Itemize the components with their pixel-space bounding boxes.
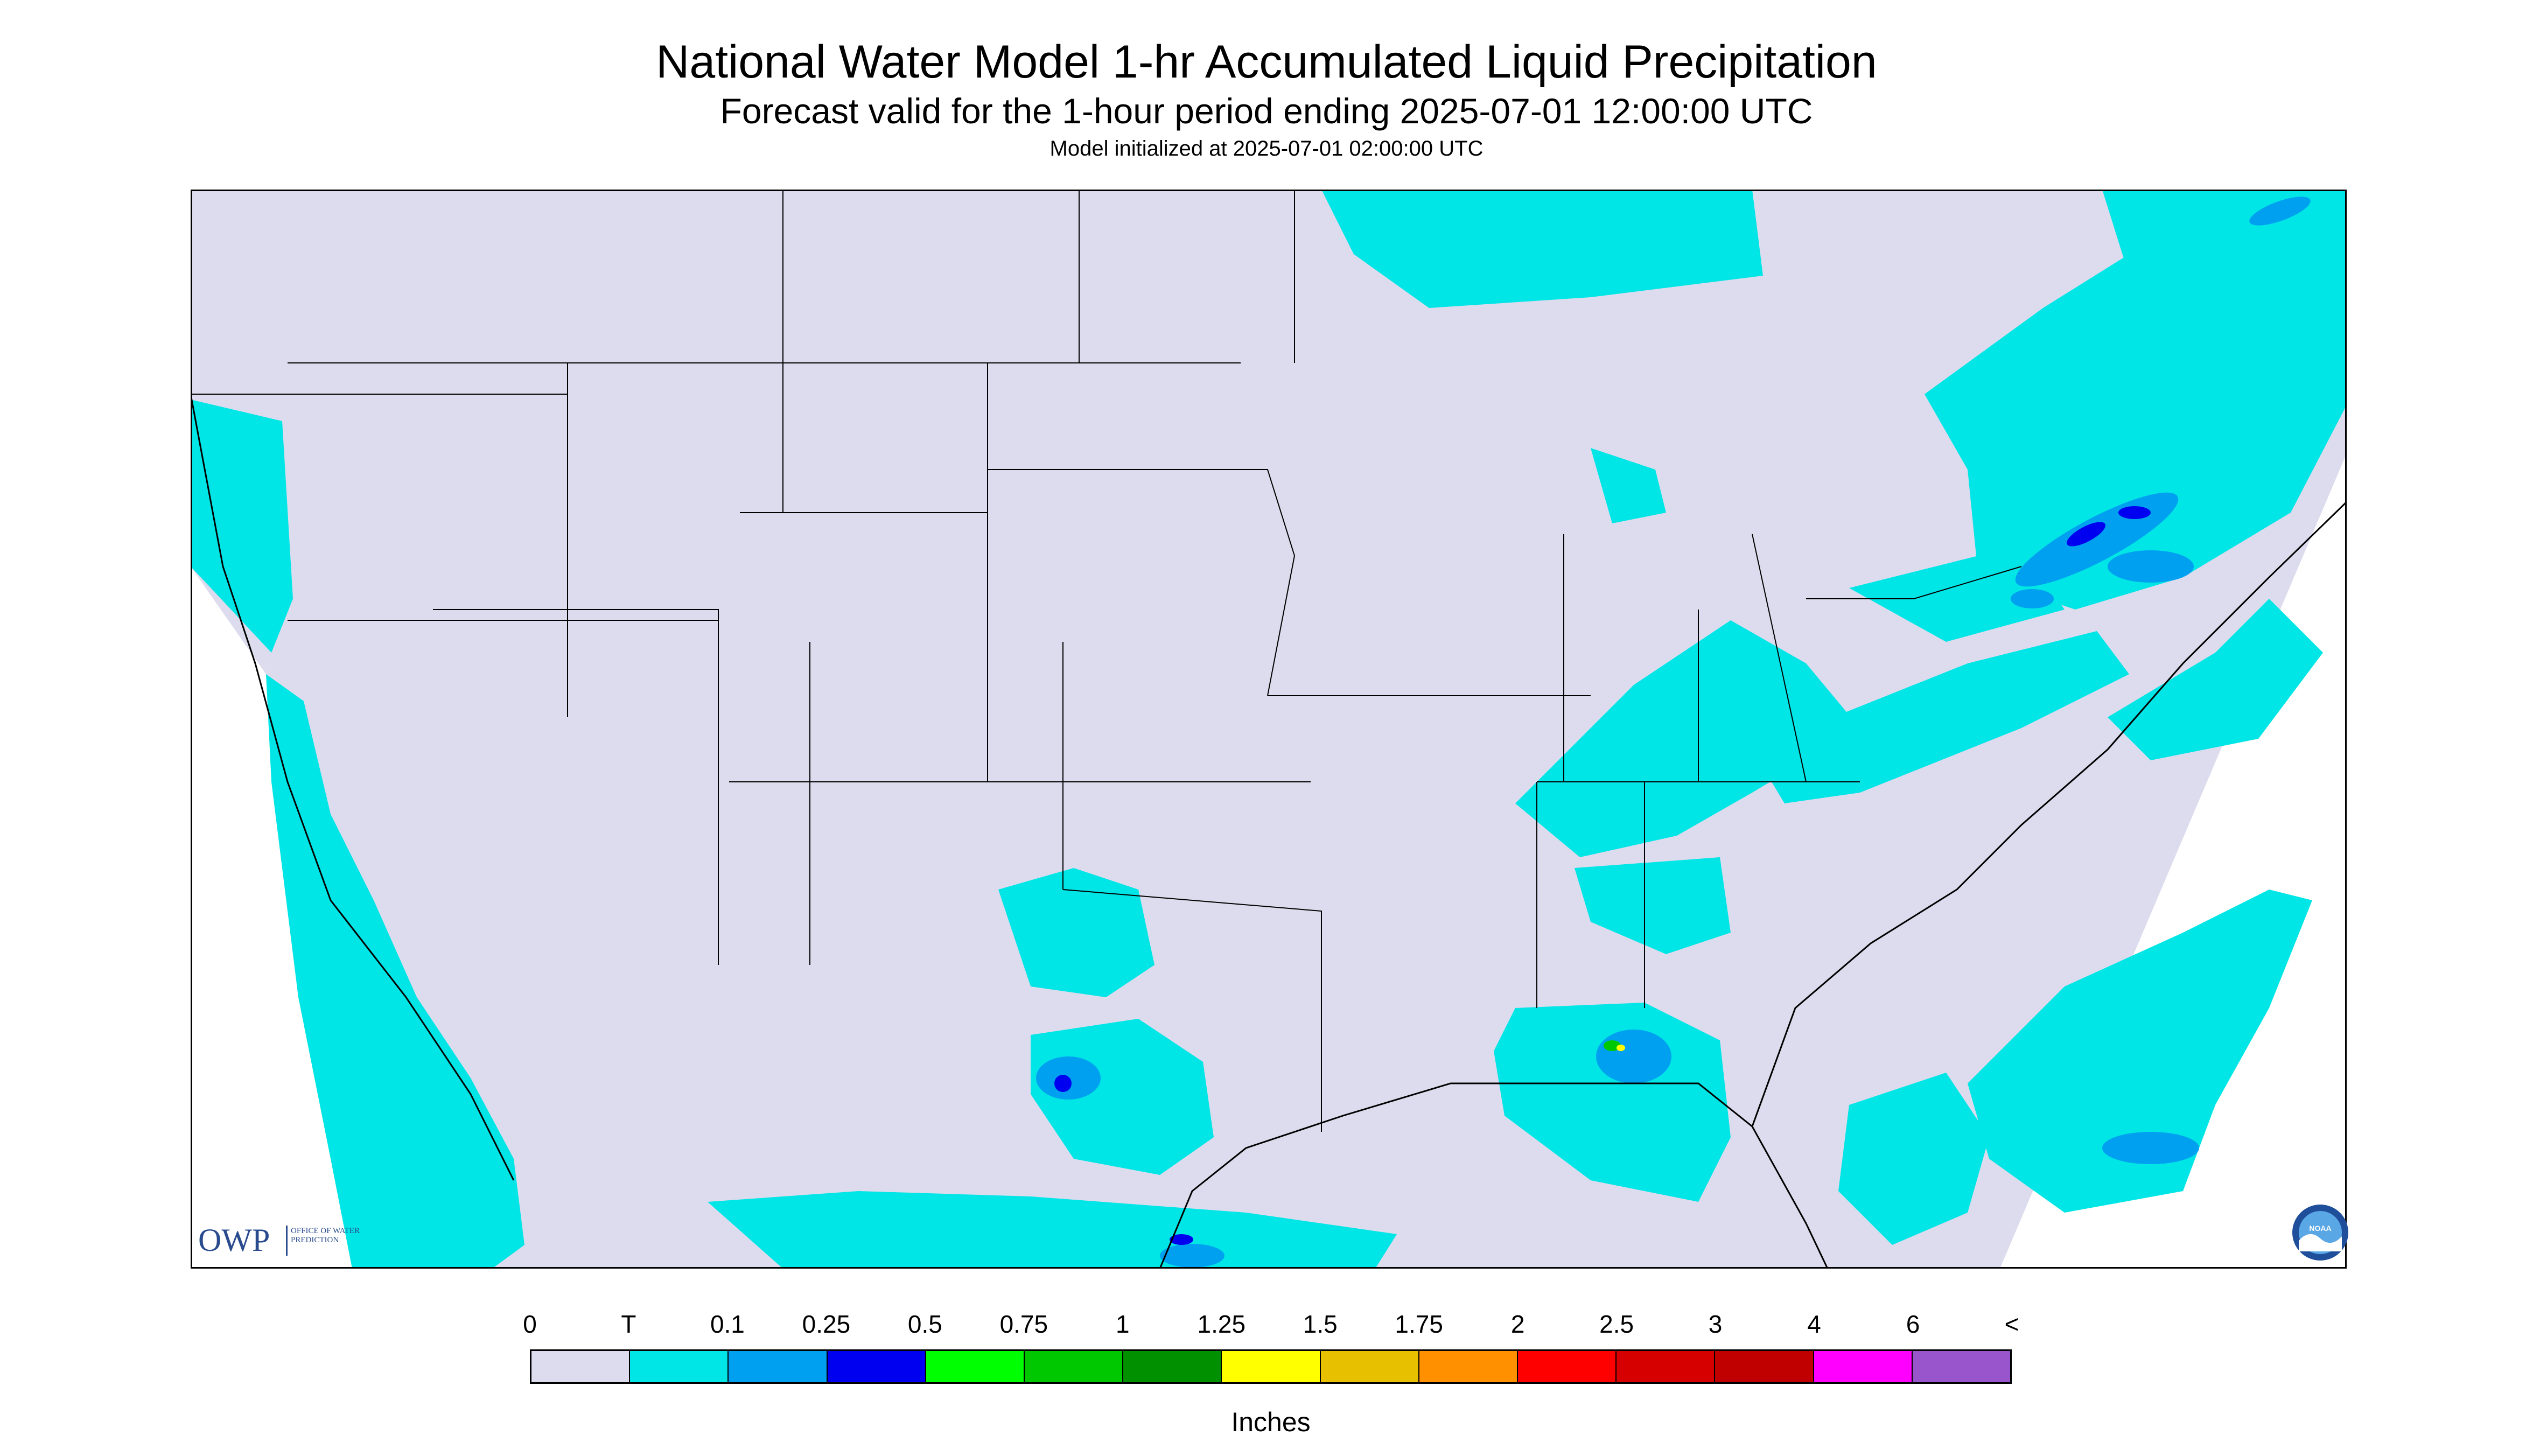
legend-swatch: [1320, 1351, 1419, 1382]
legend-colorbar: [530, 1349, 2012, 1384]
legend-tick-label: 0.1: [710, 1310, 745, 1338]
precip-legend: 0 T 0.1 0.25 0.5 0.75 1 1.25 1.5 1.75 2 2.5 3 4 6 < Inc…: [523, 1305, 2019, 1445]
intense-precip-cells: [1617, 1045, 1625, 1051]
legend-tick-label: 1.25: [1197, 1310, 1246, 1338]
map-title: National Water Model 1-hr Accumulated Li…: [656, 36, 1877, 88]
state-borders: [191, 190, 2022, 1132]
legend-tick-label: 0.25: [802, 1310, 851, 1338]
legend-swatch: [1518, 1351, 1617, 1382]
moderate-precip-cells: [1054, 506, 2151, 1245]
legend-swatch: [1123, 1351, 1222, 1382]
owp-logo-wordmark: OWP: [198, 1222, 270, 1258]
legend-tick-label: <: [2004, 1310, 2019, 1338]
owp-logo-divider: [286, 1226, 288, 1256]
legend-units-label: Inches: [1231, 1407, 1311, 1437]
legend-tick-label: 1.5: [1303, 1310, 1338, 1338]
legend-swatch: [729, 1351, 828, 1382]
legend-swatch: [827, 1351, 926, 1382]
noaa-logo-wave: [2299, 1234, 2342, 1251]
heavy-precip-cells: [1604, 1040, 1621, 1051]
owp-logo: OWP OFFICE OF WATER PREDICTION: [198, 1221, 376, 1259]
noaa-logo-icon: NOAA: [2292, 1205, 2348, 1261]
legend-tick-label: T: [621, 1310, 636, 1338]
map-subtitle: Forecast valid for the 1-hour period end…: [720, 91, 1813, 131]
legend-tick-label: 0: [523, 1310, 537, 1338]
legend-tick-label: 1.75: [1395, 1310, 1443, 1338]
legend-tick-label: 6: [1906, 1310, 1920, 1338]
legend-tick-label: 3: [1708, 1310, 1723, 1338]
legend-swatch: [1715, 1351, 1814, 1382]
legend-swatch: [1222, 1351, 1321, 1382]
precipitation-map: [191, 190, 2347, 1269]
legend-tick-labels: 0 T 0.1 0.25 0.5 0.75 1 1.25 1.5 1.75 2 2.5 3 4 6 <: [523, 1305, 2019, 1341]
legend-swatch: [926, 1351, 1025, 1382]
legend-tick-label: 0.5: [907, 1310, 942, 1338]
legend-swatch: [1419, 1351, 1519, 1382]
coastline: [191, 190, 2347, 1269]
legend-swatch: [1912, 1351, 2011, 1382]
legend-swatch: [1617, 1351, 1716, 1382]
legend-tick-label: 2.5: [1599, 1310, 1634, 1338]
legend-swatch: [630, 1351, 729, 1382]
owp-logo-subtitle: OFFICE OF WATER PREDICTION: [291, 1227, 360, 1244]
model-domain: [191, 190, 2347, 1269]
legend-swatch: [531, 1351, 631, 1382]
legend-tick-label: 4: [1807, 1310, 1821, 1338]
legend-swatch: [1814, 1351, 1913, 1382]
model-init-text: Model initialized at 2025-07-01 02:00:00…: [1049, 137, 1484, 160]
map-frame: [191, 190, 2347, 1269]
noaa-logo-text: NOAA: [2309, 1224, 2331, 1233]
legend-swatch: [1025, 1351, 1124, 1382]
legend-tick-label: 1: [1116, 1310, 1130, 1338]
legend-tick-label: 0.75: [999, 1310, 1048, 1338]
legend-tick-label: 2: [1510, 1310, 1525, 1338]
